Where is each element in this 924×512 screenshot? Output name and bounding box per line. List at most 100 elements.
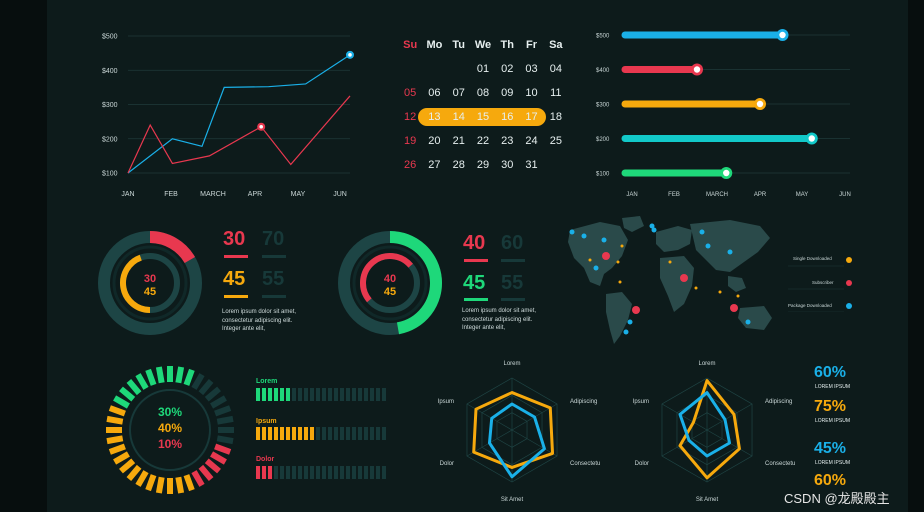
y-tick-label: $300 [102,102,118,109]
bar-segment [316,388,320,401]
calendar-day[interactable]: 05 [404,87,417,99]
outer-ring-value [389,231,442,335]
calendar-day[interactable]: 25 [549,135,562,147]
radar-series [678,379,741,480]
bar-segment [352,466,356,479]
calendar-day[interactable]: 08 [476,87,490,99]
calendar-range-highlight [418,108,546,126]
calendar-day[interactable]: 29 [476,159,490,171]
radar-chart-1: Lorem Adipiscing Consectetur Sit Amet Dolor I… [438,361,600,503]
calendar: Su Mo Tu We Th Fr Sa 01 02 03 04 05 06 0… [398,33,568,177]
radar-series [678,391,732,458]
segbar-label: Lorem [256,378,278,385]
y-tick-label: $300 [596,103,610,109]
radar-axis [706,403,753,431]
calendar-day-header: We [474,39,492,51]
bar-segment [376,388,380,401]
x-tick-label: FEB [668,192,680,198]
radar-axis-label: Adipiscing [765,399,792,405]
calendar-day-header: Fr [526,39,538,51]
bar-segment [340,427,344,440]
bar-knob-dot [808,135,815,142]
ring-value-a: 30 [144,273,156,285]
radar-axis [661,429,708,457]
bar-segment [262,427,266,440]
calendar-day[interactable]: 07 [452,87,465,99]
stat-value-dim: 55 [262,268,285,290]
bar-segment [364,388,368,401]
calendar-day[interactable]: 27 [428,159,441,171]
outer-ring-value [149,231,196,264]
bar-segment [346,388,350,401]
bar-segment [298,388,302,401]
calendar-day[interactable]: 30 [501,159,514,171]
calendar-day[interactable]: 20 [428,135,441,147]
legend-swatch [846,280,852,286]
percent-value: 75% [814,398,847,415]
bar-segment [256,427,260,440]
bar-segment [340,388,344,401]
calendar-day[interactable]: 19 [404,135,417,147]
calendar-day-header: Th [500,39,514,51]
calendar-day[interactable]: 23 [501,135,514,147]
calendar-day-selected[interactable]: 15 [476,111,490,123]
calendar-day[interactable]: 04 [549,63,562,75]
calendar-day[interactable]: 06 [428,87,441,99]
x-tick-label: JAN [626,192,637,198]
x-tick-label: APR [754,192,767,198]
left-margin [0,0,47,512]
calendar-day-selected[interactable]: 14 [452,111,465,123]
gauge-inner-ring [129,389,211,471]
map-marker [620,244,624,248]
radar-axis-label: Sit Amet [696,497,719,503]
calendar-day[interactable]: 02 [501,63,514,75]
y-tick-label: $200 [596,137,610,143]
continents [568,216,772,344]
bar-segment [310,466,314,479]
calendar-day-selected[interactable]: 13 [428,111,441,123]
x-tick-label: JUN [839,192,851,198]
radar-axis-label: Dolor [440,461,454,467]
calendar-day[interactable]: 22 [476,135,490,147]
percent-label: LOREM IPSUM [815,460,851,466]
calendar-day[interactable]: 28 [452,159,465,171]
calendar-day[interactable]: 10 [525,87,538,99]
calendar-week: 05 06 07 08 09 10 11 [398,81,568,105]
map-marker [618,280,622,284]
europe-shape [656,226,692,252]
calendar-day[interactable]: 12 [404,111,417,123]
inner-ring-value [360,253,413,303]
bar-segment [382,388,386,401]
calendar-day[interactable]: 24 [525,135,538,147]
bar-segment [352,388,356,401]
bar-segment [304,388,308,401]
map-marker [569,229,575,235]
gauge-segment [119,458,136,474]
calendar-day-selected[interactable]: 16 [501,111,514,123]
calendar-day[interactable]: 31 [525,159,538,171]
map-marker [718,290,722,294]
bar-segment [346,427,350,440]
stat-value-dim: 60 [501,232,524,254]
bar-segment [334,388,338,401]
bar-segment [346,466,350,479]
radar-axis-label: Adipiscing [570,399,597,405]
map-marker [602,252,610,260]
calendar-day[interactable]: 09 [501,87,514,99]
calendar-day[interactable]: 26 [404,159,417,171]
calendar-day-selected[interactable]: 17 [525,111,538,123]
right-margin [908,0,924,512]
calendar-day[interactable]: 21 [452,135,465,147]
gauge-segment [175,366,185,384]
bar-segment [328,466,332,479]
gauge-segment [155,366,165,384]
bar-segment [268,427,272,440]
calendar-day[interactable]: 11 [550,87,562,99]
calendar-day[interactable]: 03 [525,63,538,75]
segbar-label: Ipsum [256,418,277,425]
calendar-day[interactable]: 18 [549,111,562,123]
radar-axis-label: Consectetur [570,461,600,467]
bar-segment [268,466,272,479]
calendar-day[interactable]: 01 [476,63,490,75]
